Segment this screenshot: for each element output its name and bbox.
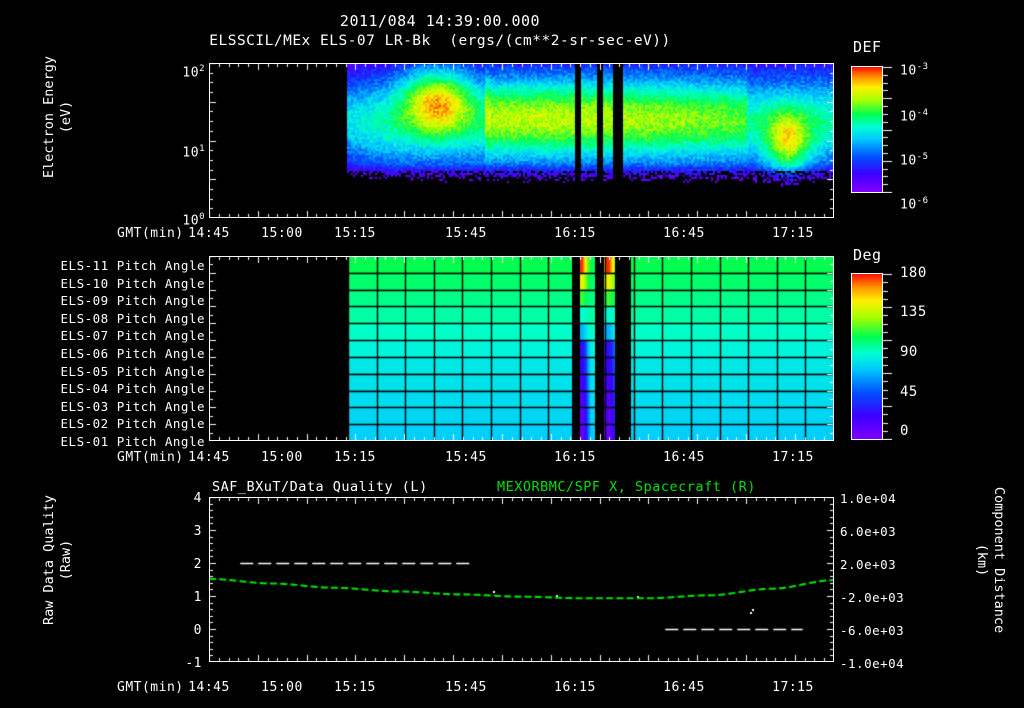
panel-electron-energy (209, 63, 834, 218)
colorbar2-tick-label-1: 135 (900, 304, 927, 320)
panel2-row-label-3: ELS-08 Pitch Angle (60, 310, 205, 326)
panel3-ytick-label-3: 1 (193, 590, 202, 605)
panel3-ytick-label-1: 3 (193, 524, 202, 539)
panel1-xtick-label-3: 15:45 (445, 226, 487, 241)
panel1-xtick-label-5: 16:45 (663, 226, 705, 241)
panel2-xtick-label-0: 14:45 (188, 450, 230, 465)
colorbar2-tick-label-0: 180 (900, 265, 927, 281)
panel-data-quality (209, 497, 834, 662)
panel2-row-label-1: ELS-10 Pitch Angle (60, 275, 205, 291)
panel3-xaxis-label: GMT(min) (117, 680, 184, 695)
panel1-xtick-label-1: 15:00 (261, 226, 303, 241)
colorbar2-tick-label-4: 0 (900, 423, 909, 439)
panel1-xaxis-label: GMT(min) (117, 226, 184, 241)
panel3-ylabel-line1: Raw Data Quality (41, 494, 57, 626)
panel1-ytick-label-1: 101 (182, 144, 205, 161)
panel3-ytick-label-2: 2 (193, 557, 202, 572)
panel1-xtick-label-2: 15:15 (334, 226, 376, 241)
panel3-ytick-label-right-5: -1.0e+04 (840, 656, 905, 671)
colorbar2-tick-label-3: 45 (900, 384, 918, 400)
panel1-ylabel-line1: Electron Energy (41, 56, 57, 178)
panel-pitch-angle (209, 256, 834, 441)
colorbar1-tick-label-0: 10-3 (900, 62, 929, 79)
panel2-row-label-6: ELS-05 Pitch Angle (60, 363, 205, 379)
panel2-row-label-10: ELS-01 Pitch Angle (60, 434, 205, 449)
panel3-ytick-label-5: -1 (185, 656, 202, 671)
panel2-row-label-0: ELS-11 Pitch Angle (60, 258, 205, 273)
panel3-xtick-label-4: 16:15 (554, 680, 596, 695)
panel3-title-right: MEXORBMC/SPF X, Spacecraft (R) (497, 479, 756, 495)
panel2-xtick-label-6: 17:15 (772, 450, 814, 465)
panel2-xtick-label-3: 15:45 (445, 450, 487, 465)
page-subtitle: ELSSCIL/MEx ELS-07 LR-Bk (ergs/(cm**2-sr… (209, 33, 671, 49)
panel2-row-label-2: ELS-09 Pitch Angle (60, 293, 205, 309)
panel2-xtick-label-4: 16:15 (554, 450, 596, 465)
colorbar2-ticks (883, 273, 897, 440)
panel3-ylabel-right-line2: (km) (974, 543, 990, 577)
panel3-xtick-label-1: 15:00 (261, 680, 303, 695)
panel1-xtick-label-4: 16:15 (554, 226, 596, 241)
panel2-row-label-4: ELS-07 Pitch Angle (60, 328, 205, 344)
panel1-xtick-label-6: 17:15 (772, 226, 814, 241)
panel3-ylabel-right: Component Distance (km) (973, 470, 1007, 650)
panel3-xtick-label-2: 15:15 (334, 680, 376, 695)
panel3-xtick-label-0: 14:45 (188, 680, 230, 695)
colorbar2-title: Deg (853, 246, 882, 264)
panel2-row-label-9: ELS-02 Pitch Angle (60, 416, 205, 432)
panel2-xtick-label-1: 15:00 (261, 450, 303, 465)
panel3-xtick-label-6: 17:15 (772, 680, 814, 695)
colorbar1 (851, 66, 883, 193)
panel1-ylabel-line2: (eV) (58, 100, 74, 134)
panel2-xtick-label-2: 15:15 (334, 450, 376, 465)
panel3-ytick-label-right-1: 6.0e+03 (840, 524, 897, 539)
panel3-ytick-label-0: 4 (193, 491, 202, 506)
panel3-ylabel: Raw Data Quality (Raw) (41, 470, 75, 650)
panel1-ytick-label-2: 100 (182, 212, 205, 229)
panel3-xtick-label-5: 16:45 (663, 680, 705, 695)
colorbar1-title: DEF (853, 38, 882, 56)
colorbar1-tick-label-3: 10-6 (900, 196, 929, 213)
colorbar1-ticks (883, 66, 897, 193)
panel1-ylabel: Electron Energy (eV) (41, 27, 75, 207)
panel2-row-label-5: ELS-06 Pitch Angle (60, 346, 205, 361)
panel1-xtick-label-0: 14:45 (188, 226, 230, 241)
panel2-row-label-7: ELS-04 Pitch Angle (60, 381, 205, 397)
panel2-row-label-8: ELS-03 Pitch Angle (60, 398, 205, 414)
panel3-xtick-label-3: 15:45 (445, 680, 487, 695)
panel2-xaxis-label: GMT(min) (117, 450, 184, 465)
panel3-ytick-label-right-0: 1.0e+04 (840, 491, 897, 506)
colorbar1-tick-label-2: 10-5 (900, 152, 929, 169)
panel3-ytick-label-right-4: -6.0e+03 (840, 623, 905, 638)
colorbar1-tick-label-1: 10-4 (900, 108, 929, 125)
colorbar2 (851, 273, 883, 440)
panel1-ticks (209, 63, 834, 218)
panel3-ylabel-line2: (Raw) (58, 539, 74, 581)
panel3-ytick-label-4: 0 (193, 623, 202, 638)
panel3-ticks (209, 497, 834, 662)
panel3-ylabel-right-line1: Component Distance (991, 486, 1007, 634)
panel3-ytick-label-right-2: 2.0e+03 (840, 557, 897, 572)
panel3-ytick-label-right-3: -2.0e+03 (840, 590, 905, 605)
page-title: 2011/084 14:39:00.000 (339, 12, 541, 30)
panel1-ytick-label-0: 102 (182, 64, 205, 81)
panel2-xtick-label-5: 16:45 (663, 450, 705, 465)
panel3-title-left: SAF_BXuT/Data Quality (L) (212, 479, 428, 495)
colorbar2-tick-label-2: 90 (900, 344, 918, 360)
panel2-ticks (209, 256, 834, 441)
